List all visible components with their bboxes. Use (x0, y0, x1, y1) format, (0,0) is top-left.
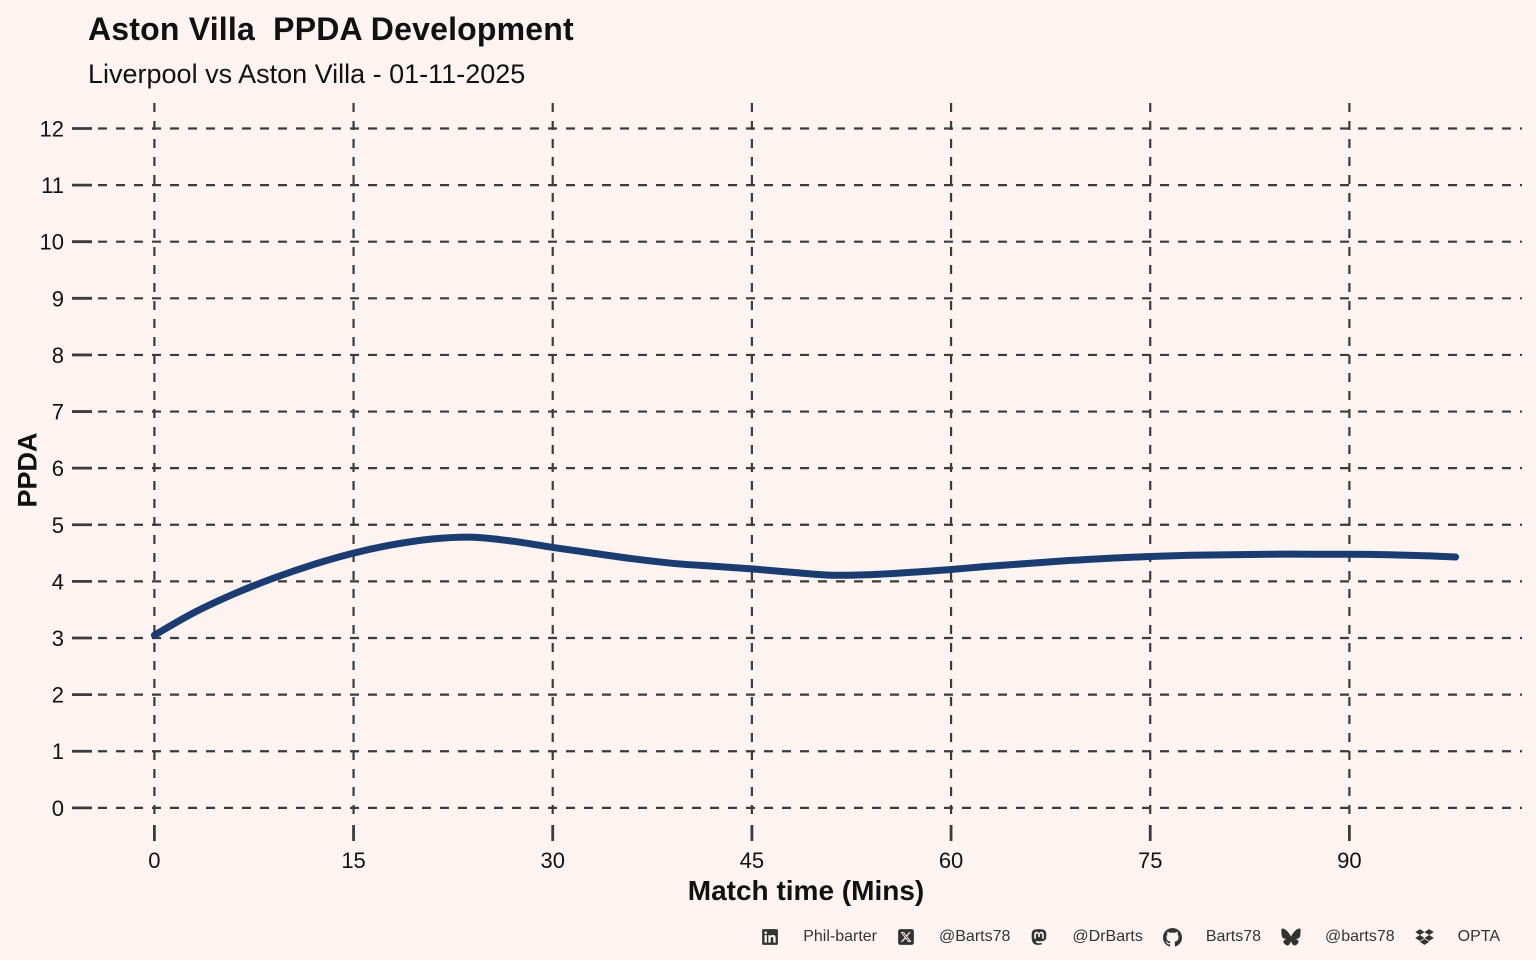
linkedin-icon (762, 929, 779, 945)
y-tick-label: 7 (52, 400, 64, 425)
x-tick-label: 0 (148, 848, 160, 873)
credits-bar: Phil-barter @Barts78 @DrBarts Barts78 @b… (761, 924, 1500, 950)
y-tick-label: 1 (52, 739, 64, 764)
y-tick-label: 3 (52, 626, 64, 651)
y-tick-label: 11 (41, 173, 64, 198)
x-twitter-icon (898, 929, 914, 945)
github-icon (1162, 927, 1182, 947)
credit-label: @barts78 (1325, 928, 1395, 945)
y-tick-label: 4 (52, 569, 64, 594)
y-axis-label: PPDA (12, 432, 43, 508)
credit-opta: OPTA (1414, 928, 1500, 946)
y-tick-label: 6 (52, 456, 64, 481)
x-tick-label: 60 (939, 848, 963, 873)
y-tick-label: 9 (52, 286, 64, 311)
x-tick-label: 45 (740, 848, 764, 873)
x-tick-label: 75 (1138, 848, 1162, 873)
x-tick-label: 15 (341, 848, 365, 873)
credit-label: @DrBarts (1072, 928, 1143, 945)
chart-title: Aston Villa PPDA Development (88, 11, 574, 47)
credit-label: @Barts78 (939, 928, 1011, 945)
bluesky-icon (1281, 928, 1301, 946)
credit-x-twitter: @Barts78 (897, 928, 1010, 946)
y-tick-label: 5 (52, 513, 64, 538)
credit-label: OPTA (1457, 928, 1500, 945)
credit-linkedin: Phil-barter (761, 928, 877, 946)
credit-mastodon: @DrBarts (1030, 928, 1143, 946)
credit-label: Barts78 (1205, 928, 1262, 945)
credit-label: Phil-barter (803, 928, 878, 945)
x-tick-label: 30 (540, 848, 564, 873)
x-axis-label: Match time (Mins) (687, 875, 925, 906)
ppda-series-line (150, 533, 1460, 639)
credit-bluesky: @barts78 (1281, 928, 1395, 946)
chart-subtitle: Liverpool vs Aston Villa - 01-11-2025 (88, 59, 526, 89)
mastodon-icon (1032, 929, 1047, 945)
y-tick-label: 2 (52, 683, 64, 708)
y-tick-label: 0 (52, 796, 64, 821)
y-tick-label: 12 (40, 116, 64, 141)
credit-github: Barts78 (1162, 927, 1262, 947)
y-tick-label: 8 (52, 343, 64, 368)
x-tick-label: 90 (1337, 848, 1361, 873)
y-tick-label: 10 (40, 230, 64, 255)
dropbox-icon (1414, 929, 1434, 945)
